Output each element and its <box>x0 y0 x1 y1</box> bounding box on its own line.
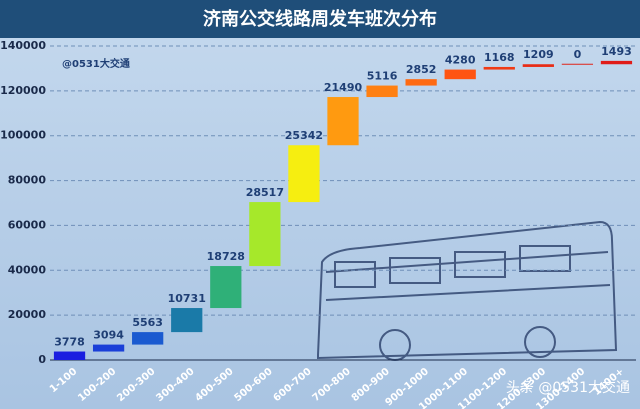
bar <box>366 85 398 98</box>
bar <box>327 97 359 146</box>
value-label: 10731 <box>168 292 206 305</box>
bar <box>210 266 242 309</box>
value-label: 5116 <box>367 70 398 83</box>
value-label: 3094 <box>93 329 124 342</box>
bar <box>132 332 164 345</box>
value-label: 5563 <box>132 316 163 329</box>
chart-title: 济南公交线路周发车班次分布 <box>203 8 437 30</box>
value-label: 28517 <box>246 186 284 199</box>
y-tick-label: 20000 <box>8 308 47 321</box>
bar <box>600 60 633 65</box>
value-label: 1168 <box>484 51 515 64</box>
title-bar <box>0 0 640 38</box>
value-label: 25342 <box>285 129 323 142</box>
value-label: 4280 <box>445 54 476 67</box>
value-label: 1209 <box>523 48 554 61</box>
y-tick-label: 0 <box>38 353 46 366</box>
value-label: 2852 <box>406 63 437 76</box>
bar <box>92 344 125 352</box>
y-tick-label: 120000 <box>0 84 46 97</box>
y-tick-label: 100000 <box>0 129 46 142</box>
watermark: 头条 @0531大交通 <box>506 379 630 396</box>
bar <box>405 79 437 86</box>
value-label: 3778 <box>54 336 85 349</box>
y-tick-label: 140000 <box>0 39 46 52</box>
bar <box>483 66 515 70</box>
value-label: 1493 <box>601 45 632 58</box>
bar <box>171 308 203 333</box>
y-tick-label: 60000 <box>8 218 47 231</box>
bar <box>288 145 320 203</box>
bar <box>444 69 476 80</box>
annotation: @0531大交通 <box>62 57 130 70</box>
value-label: 18728 <box>207 250 245 263</box>
y-tick-label: 80000 <box>8 174 47 187</box>
bar <box>249 202 281 267</box>
value-label: 21490 <box>324 81 363 94</box>
y-tick-label: 40000 <box>8 263 47 276</box>
bar <box>522 64 554 67</box>
value-label: 0 <box>574 48 582 61</box>
bar <box>53 351 86 360</box>
